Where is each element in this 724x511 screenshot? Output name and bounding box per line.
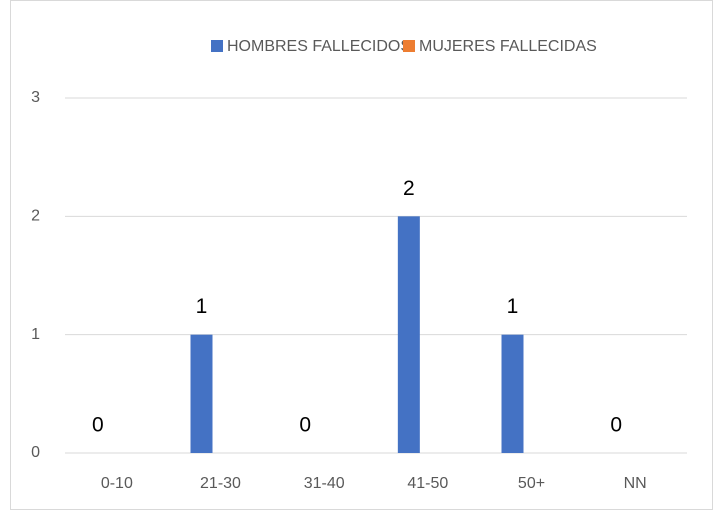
- value-label: 2: [403, 177, 415, 200]
- y-tick-label: 0: [31, 444, 40, 461]
- x-tick-label: 0-10: [101, 475, 133, 492]
- bar: [397, 216, 420, 453]
- x-tick-label: 50+: [518, 475, 545, 492]
- y-tick-label: 2: [31, 208, 40, 225]
- chart-border: [10, 0, 713, 510]
- legend-label: HOMBRES FALLECIDOS: [227, 38, 411, 55]
- bar: [501, 334, 524, 453]
- value-label: 0: [299, 414, 311, 437]
- value-label: 0: [92, 414, 104, 437]
- y-tick-label: 3: [31, 89, 40, 106]
- legend-swatch: [211, 40, 223, 52]
- value-label: 1: [507, 295, 519, 318]
- value-label: 0: [610, 414, 622, 437]
- y-tick-label: 1: [31, 326, 40, 343]
- bar: [190, 334, 213, 453]
- x-tick-label: 21-30: [200, 475, 241, 492]
- legend-label: MUJERES FALLECIDAS: [419, 38, 597, 55]
- value-label: 1: [196, 295, 208, 318]
- legend-swatch: [403, 40, 415, 52]
- x-tick-label: 41-50: [407, 475, 448, 492]
- x-tick-label: 31-40: [304, 475, 345, 492]
- x-tick-label: NN: [624, 475, 647, 492]
